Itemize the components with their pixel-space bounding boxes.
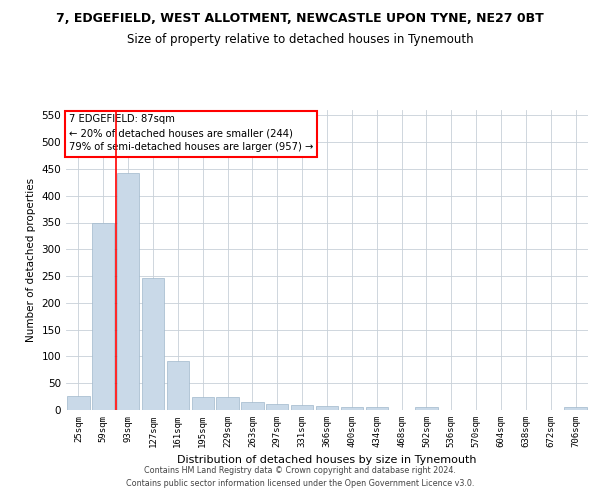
Bar [565, 408, 587, 410]
Bar [415, 408, 437, 410]
Bar [217, 396, 239, 410]
Bar [316, 406, 338, 410]
X-axis label: Distribution of detached houses by size in Tynemouth: Distribution of detached houses by size … [177, 456, 477, 466]
Text: Contains HM Land Registry data © Crown copyright and database right 2024.
Contai: Contains HM Land Registry data © Crown c… [126, 466, 474, 487]
Bar [241, 402, 263, 410]
Bar [341, 407, 363, 410]
Bar [167, 360, 189, 410]
Bar [365, 408, 388, 410]
Text: 7 EDGEFIELD: 87sqm
← 20% of detached houses are smaller (244)
79% of semi-detach: 7 EDGEFIELD: 87sqm ← 20% of detached hou… [68, 114, 313, 152]
Text: Size of property relative to detached houses in Tynemouth: Size of property relative to detached ho… [127, 32, 473, 46]
Bar [291, 404, 313, 410]
Bar [142, 278, 164, 410]
Y-axis label: Number of detached properties: Number of detached properties [26, 178, 36, 342]
Bar [266, 404, 289, 410]
Bar [191, 396, 214, 410]
Bar [92, 222, 115, 410]
Bar [117, 172, 139, 410]
Bar [67, 396, 89, 410]
Text: 7, EDGEFIELD, WEST ALLOTMENT, NEWCASTLE UPON TYNE, NE27 0BT: 7, EDGEFIELD, WEST ALLOTMENT, NEWCASTLE … [56, 12, 544, 26]
